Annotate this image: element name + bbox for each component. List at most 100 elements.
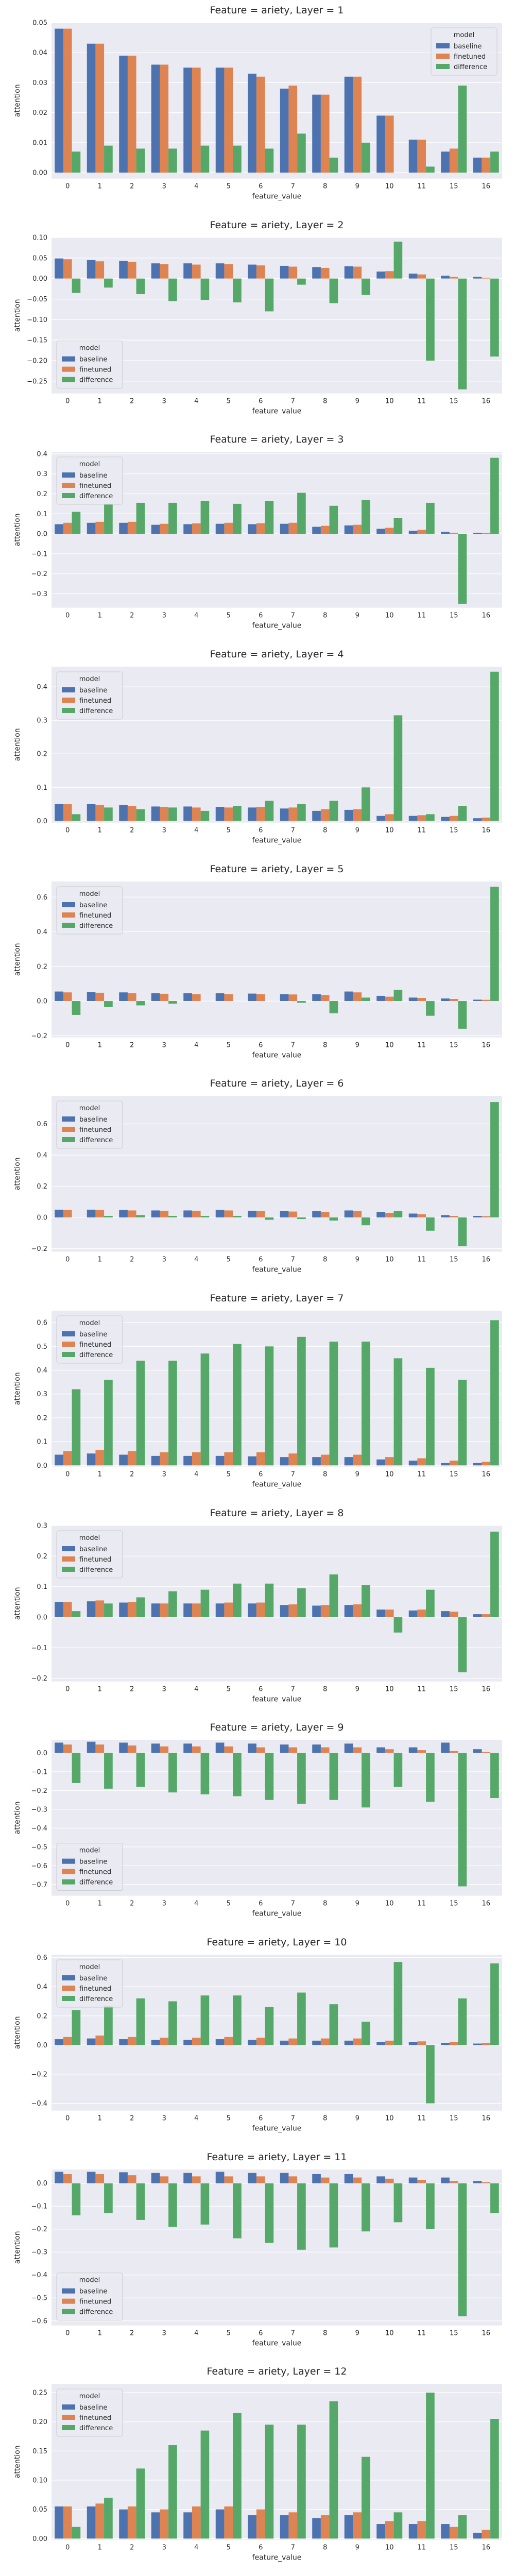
bar-baseline	[248, 524, 256, 534]
bar-finetuned	[256, 1747, 265, 1753]
bar-finetuned	[256, 1452, 265, 1466]
bar-difference	[362, 2456, 370, 2539]
y-tick-label: 0.0	[37, 1614, 47, 1621]
y-tick-label: 0.0	[37, 2180, 47, 2188]
y-tick-label: 0.15	[32, 2448, 47, 2455]
chart-panel: Feature = ariety, Layer = 1 0.00 0.01 0.02 0…	[13, 5, 502, 201]
bar-difference	[362, 997, 370, 1001]
legend-title: model	[79, 2393, 100, 2400]
bar-baseline	[119, 992, 128, 1001]
bar-difference	[104, 1216, 113, 1218]
bar-finetuned	[449, 2527, 458, 2539]
y-tick-label: 0.03	[32, 79, 47, 87]
bar-baseline	[441, 1215, 450, 1218]
x-tick-label: 4	[194, 2115, 198, 2123]
bar-difference	[329, 2401, 338, 2539]
bar-finetuned	[192, 523, 201, 534]
legend-title: model	[79, 1847, 100, 1855]
bar-finetuned	[288, 2038, 298, 2045]
bar-baseline	[119, 1742, 128, 1753]
bar-baseline	[344, 1457, 353, 1466]
legend-swatch-finetuned	[62, 912, 76, 918]
x-tick-label: 3	[162, 2544, 166, 2552]
y-tick-label: −0.2	[31, 1787, 47, 1795]
legend-label-baseline: baseline	[79, 1546, 107, 1553]
bar-finetuned	[256, 2038, 265, 2045]
bar-difference	[200, 1589, 210, 1617]
x-tick-label: 9	[355, 1256, 359, 1264]
x-tick-label: 4	[194, 397, 198, 405]
bar-difference	[490, 1753, 499, 1799]
bar-finetuned	[127, 261, 136, 279]
bar-finetuned	[417, 1214, 426, 1218]
bar-baseline	[344, 809, 353, 821]
bar-finetuned	[95, 2503, 105, 2539]
x-tick-label: 5	[227, 2329, 231, 2337]
x-tick-label: 9	[355, 1685, 359, 1693]
bar-difference	[329, 2183, 338, 2247]
x-tick-label: 15	[450, 183, 458, 191]
x-tick-label: 1	[98, 827, 102, 835]
x-tick-label: 2	[130, 183, 134, 191]
bar-finetuned	[482, 1614, 491, 1617]
bar-finetuned	[417, 530, 426, 534]
bar-baseline	[183, 993, 192, 1001]
bar-baseline	[441, 2043, 450, 2045]
x-axis-label: feature_value	[252, 2125, 302, 2133]
bar-baseline	[344, 1604, 353, 1617]
x-tick-label: 7	[291, 827, 295, 835]
bar-difference	[168, 2001, 177, 2045]
y-tick-label: 0.0	[37, 1214, 47, 1222]
bar-baseline	[248, 1603, 256, 1617]
legend-label-difference: difference	[79, 1995, 113, 2003]
y-tick-label: 0.2	[37, 2012, 47, 2020]
bar-finetuned	[288, 807, 298, 821]
bar-finetuned	[449, 2042, 458, 2045]
bar-finetuned	[482, 2530, 491, 2539]
bar-baseline	[248, 1456, 256, 1466]
bar-finetuned	[320, 1454, 330, 1466]
bar-finetuned	[63, 2506, 72, 2539]
bar-finetuned	[63, 259, 72, 279]
y-tick-label: 0.3	[37, 1522, 47, 1530]
legend-title: model	[79, 1319, 100, 1327]
bar-difference	[458, 1753, 467, 1887]
bar-difference	[168, 1753, 177, 1793]
bar-difference	[104, 807, 113, 821]
bar-difference	[200, 501, 210, 534]
legend-swatch-difference	[62, 1137, 76, 1143]
bar-baseline	[344, 2040, 353, 2045]
chart-title: Feature = ariety, Layer = 11	[207, 2151, 347, 2163]
bar-difference	[329, 1001, 338, 1013]
bar-finetuned	[353, 76, 362, 173]
x-tick-label: 7	[291, 1471, 295, 1479]
legend-swatch-finetuned	[62, 1556, 76, 1562]
bar-baseline	[376, 1212, 385, 1218]
x-tick-label: 7	[291, 1256, 295, 1264]
bar-difference	[297, 278, 306, 285]
x-tick-label: 16	[482, 1256, 490, 1264]
legend-label-finetuned: finetuned	[79, 1556, 111, 1564]
bar-baseline	[280, 265, 289, 279]
legend: model baseline finetuned difference	[431, 27, 497, 76]
bar-finetuned	[320, 809, 330, 821]
bar-finetuned	[385, 2178, 394, 2183]
x-tick-label: 2	[130, 1685, 134, 1693]
bar-finetuned	[192, 807, 201, 821]
bar-finetuned	[160, 2038, 169, 2045]
bar-finetuned	[320, 267, 330, 279]
bar-difference	[458, 1001, 467, 1029]
x-tick-label: 7	[291, 2329, 295, 2337]
bar-finetuned	[320, 2515, 330, 2539]
bar-baseline	[248, 2040, 256, 2045]
bar-baseline	[312, 2518, 321, 2539]
x-tick-label: 15	[450, 1256, 458, 1264]
y-axis-label: attention	[13, 2446, 22, 2479]
x-tick-label: 11	[417, 1471, 426, 1479]
bar-baseline	[151, 2512, 160, 2539]
bar-difference	[200, 1995, 210, 2045]
bar-baseline	[280, 2040, 289, 2045]
bar-finetuned	[224, 264, 233, 279]
bar-baseline	[55, 524, 63, 534]
bar-baseline	[55, 1742, 63, 1753]
